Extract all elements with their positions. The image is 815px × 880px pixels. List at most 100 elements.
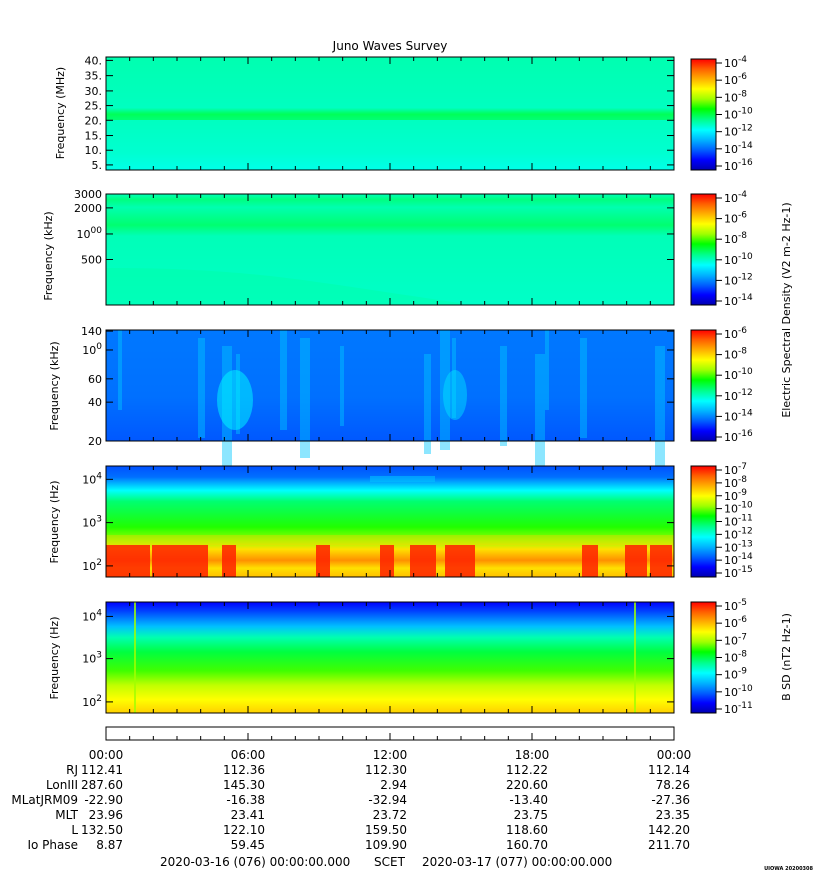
y-tick-label: 103 [82,651,102,666]
colorbar-tick-label: 10-11 [724,701,753,716]
panel-2-ylabel: Frequency (kHz) [42,211,55,300]
y-tick-label: 103 [82,515,102,530]
ephemeris-label: RJ [66,763,78,777]
panel-5-ylabel: Frequency (Hz) [48,617,61,700]
panel-5-colorbar-ticks: 10-5 10-6 10-7 10-8 10-9 10-10 10-11 [716,598,753,716]
ephemeris-value: 160.70 [506,838,548,852]
colorbar-tick-label: 10-16 [724,158,753,173]
y-tick-label: 102 [82,558,102,573]
panel-5-spike-1 [134,602,136,713]
ephemeris-value: 122.10 [223,823,265,837]
panel-5-spectrogram [106,602,674,713]
panel-3-burst [424,354,431,454]
panel-4-intense-block [650,545,672,577]
figure-title: Juno Waves Survey [332,39,448,53]
watermark: UIOWA 20200308 [764,866,813,872]
footer-scet: SCET [374,855,405,869]
y-tick-label: 40 [88,396,102,409]
time-axis [105,726,675,741]
panel-1-y-ticks: 40. 35. 30. 25.20. 15.10. 5. [85,54,675,172]
ephemeris-value: -22.90 [84,793,123,807]
panel-3-burst [280,330,287,430]
colorbar-tick-label: 10-15 [724,565,753,580]
ephemeris-value: 112.41 [81,763,123,777]
panel-3-spectrogram [106,330,674,441]
panel-4-band [106,535,674,545]
colorbar-tick-label: 10-6 [724,326,747,341]
ephemeris-value: 132.50 [81,823,123,837]
y-tick-label: 104 [82,608,102,623]
panel-4-colorbar-ticks: 10-710-810-910-1010-1110-1210-1310-1410-… [716,462,753,580]
time-label-2: 12:00 [372,748,408,762]
colorbar-tick-label: 10-6 [724,72,747,87]
time-label-4: 00:00 [656,748,692,762]
panel-1-colorbar-ticks: 10-4 10-6 10-8 10-10 10-12 10-14 10-16 [716,55,753,173]
y-tick-label: 140 [81,325,102,338]
panel-4-intense-block [222,545,236,577]
ephemeris-value: 112.14 [648,763,690,777]
y-tick-label: 3000 [74,188,102,201]
y-tick-label: 5. [92,159,103,172]
panel-4-intense-block [152,545,208,577]
electric-colorbar-label: Electric Spectral Density (V2 m-2 Hz-1) [780,202,793,417]
colorbar-tick-label: 10-14 [724,293,753,308]
time-label-1: 06:00 [230,748,266,762]
colorbar-tick-label: 10-14 [724,408,753,423]
panel-1: Frequency (MHz) 40.35.30.25.20.15.10.5. … [54,54,753,173]
panel-3-burst [655,346,665,466]
y-tick-label: 10. [85,144,103,157]
ephemeris-value: 59.45 [230,838,265,852]
y-tick-label: 35. [85,70,103,83]
y-tick-label: 2000 [74,202,102,215]
panel-1-band [106,114,674,120]
panel-4-features [106,476,674,577]
panel-3-burst [340,346,344,426]
panel-3-burst [440,330,450,450]
colorbar-tick-label: 10-4 [724,190,747,205]
colorbar-tick-label: 10-8 [724,347,747,362]
panel-3-burst [580,338,587,438]
colorbar-tick-label: 10-4 [724,55,747,70]
y-tick-label: 15. [85,130,103,143]
ephemeris-value: 78.26 [655,778,690,792]
panel-2-spectrogram [106,194,674,305]
y-tick-label: 30. [85,85,103,98]
footer-end: 2020-03-17 (077) 00:00:00.000 [422,855,613,869]
panel-1-ylabel: Frequency (MHz) [54,67,67,159]
colorbar-tick-label: 10-10 [724,107,753,122]
panel-1-colorbar [690,58,717,171]
colorbar-tick-label: 10-10 [724,684,753,699]
electric-colorbar-label-text: Electric Spectral Density (V2 m-2 Hz-1) [780,202,793,417]
ephemeris-value: 23.35 [655,808,690,822]
time-axis-ticks [105,733,675,740]
y-tick-label: 100 [82,342,102,357]
panel-4: Frequency (Hz) 104 103 102 10-710-810-910-… [48,462,753,580]
colorbar-tick-label: 10-14 [724,141,753,156]
panel-3-burst [118,330,122,410]
panel-4-intense-block [106,545,150,577]
colorbar-tick-label: 10-10 [724,367,753,382]
time-label-0: 00:00 [88,748,124,762]
y-tick-label: 40. [85,54,103,67]
y-tick-label: 60 [88,373,102,386]
panel-3-burst [535,354,545,474]
panel-3-burst [500,346,507,446]
panel-4-intense-block [625,545,647,577]
ephemeris-value: 8.87 [96,838,123,852]
y-tick-label: 102 [82,694,102,709]
panel-3-y-ticks: 140 100 60 40 20 [81,325,675,448]
ephemeris-label: L [71,823,78,837]
ephemeris-value: 2.94 [380,778,407,792]
ephemeris-row: MLatJRM09 -22.90 -16.38 -32.94 -13.40 -2… [0,793,815,808]
panel-1-spectrogram [106,57,674,170]
panel-5-spike-2 [634,602,636,713]
colorbar-tick-label: 10-12 [724,388,753,403]
ephemeris-value: 112.22 [506,763,548,777]
panel-4-intense-block [445,545,475,577]
panel-4-intense-block [380,545,394,577]
panel-3-bursts [118,330,665,474]
colorbar-tick-label: 10-12 [724,272,753,287]
ephemeris-value: -27.36 [651,793,690,807]
